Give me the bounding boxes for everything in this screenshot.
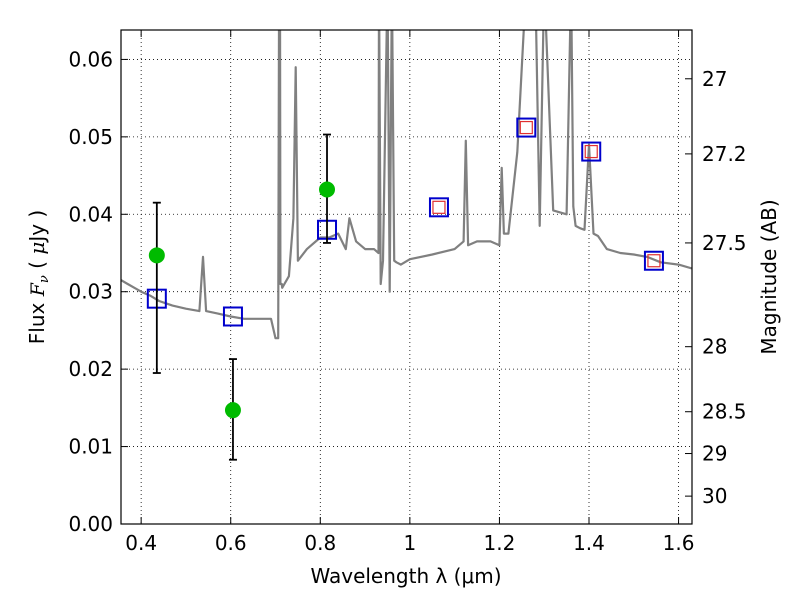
model-photometry-inner-box [432,200,446,214]
y-tick-label: 0.00 [68,512,113,536]
y-tick-label: 0.05 [68,125,113,149]
x-tick-label: 1.2 [484,531,516,555]
y2-tick-label: 28 [702,335,727,359]
model-photometry-box [222,306,243,327]
model-photometry-box [516,117,537,138]
x-tick-label: 0.6 [215,531,247,555]
y2-tick-label: 27.2 [702,142,747,166]
data-layer [121,30,692,461]
y-tick-label: 0.04 [68,202,113,226]
tick-marks: 0.4 0.6 0.8 1 1.2 1.4 1.6 0.00 0.01 0.02 0.03 0.04 0… [68,30,747,555]
model-photometry-inner-box [584,144,598,159]
x-tick-label: 0.4 [125,531,157,555]
y2-tick-label: 30 [702,484,727,508]
y2-axis-label: Magnitude (AB) [757,199,781,354]
plot-background [121,30,692,524]
y2-tick-label: 27 [702,67,727,91]
x-tick-label: 0.8 [304,531,336,555]
y-tick-label: 0.02 [68,357,113,381]
model-spectrum-line [121,30,692,340]
observed-flux-point [319,181,336,198]
y-axis-label: Flux Fν ( μJy ) [25,210,52,344]
y-tick-label: 0.01 [68,435,113,459]
y-tick-label: 0.06 [68,47,113,71]
model-photometry-inner-box [519,120,533,135]
y-tick-label: 0.03 [68,280,113,304]
y2-tick-label: 28.5 [702,400,747,424]
model-photometry-box [643,250,664,271]
model-photometry-box [428,197,449,218]
observed-flux-point [224,402,241,419]
x-axis-label: Wavelength λ (μm) [310,564,501,588]
x-tick-label: 1 [403,531,416,555]
y2-tick-label: 27.5 [702,231,747,255]
x-tick-label: 1.4 [573,531,605,555]
observed-flux-point [148,247,165,264]
x-tick-label: 1.6 [663,531,695,555]
model-photometry-box [581,141,602,162]
plot-frame [120,29,693,525]
model-photometry-inner-box [647,254,661,268]
y2-tick-label: 29 [702,442,727,466]
